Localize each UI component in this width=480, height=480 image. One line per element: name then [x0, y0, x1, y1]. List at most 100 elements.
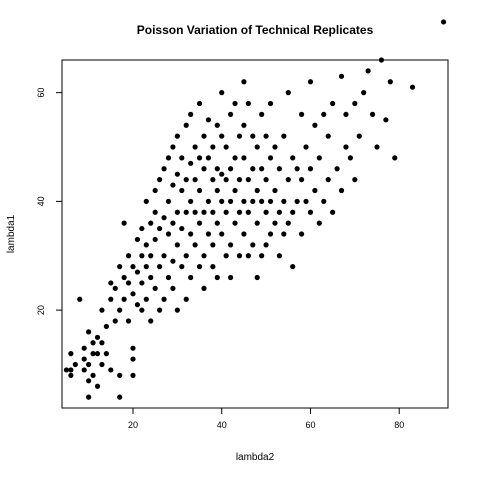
data-point [143, 264, 149, 270]
data-point [298, 231, 305, 237]
data-point [232, 187, 238, 194]
data-point [90, 372, 96, 378]
data-point [263, 209, 269, 215]
data-point [148, 220, 154, 226]
data-point [321, 198, 327, 204]
data-point [94, 334, 101, 340]
data-point [298, 111, 305, 117]
data-point [312, 187, 318, 194]
data-point [223, 177, 229, 183]
data-point [108, 367, 114, 373]
x-axis: 20 40 60 80 [128, 408, 404, 430]
data-point [170, 258, 176, 264]
data-point [263, 133, 269, 139]
data-point [196, 100, 203, 107]
data-point [201, 209, 207, 215]
data-point [117, 394, 123, 400]
data-point [63, 367, 70, 373]
data-point [250, 166, 256, 172]
data-point [312, 122, 318, 128]
data-point [170, 285, 176, 291]
data-point [143, 296, 149, 302]
data-point [241, 79, 247, 85]
data-point [161, 296, 167, 302]
data-point [205, 231, 212, 237]
data-points [63, 19, 447, 400]
chart-title: Poisson Variation of Technical Replicate… [137, 23, 374, 37]
data-point [245, 253, 251, 259]
x-axis-label: lambda2 [236, 452, 275, 463]
data-point [152, 285, 158, 291]
data-point [227, 166, 234, 172]
data-point [232, 100, 238, 107]
data-point [281, 198, 287, 204]
data-point [99, 340, 105, 346]
data-point [365, 68, 371, 74]
data-point [250, 242, 256, 248]
x-tick-label: 60 [305, 420, 315, 430]
data-point [267, 198, 274, 204]
data-point [285, 90, 291, 96]
data-point [210, 209, 216, 215]
data-point [125, 253, 132, 259]
data-point [121, 296, 127, 302]
data-point [174, 242, 180, 248]
data-point [214, 220, 220, 226]
data-point [112, 285, 118, 291]
data-point [196, 155, 203, 161]
data-point [179, 225, 185, 232]
data-point [139, 307, 145, 313]
data-point [81, 345, 87, 351]
data-point [374, 144, 380, 150]
data-point [179, 155, 185, 161]
data-point [139, 225, 145, 232]
data-point [241, 231, 247, 237]
data-point [236, 133, 243, 139]
data-point [179, 187, 185, 194]
data-point [201, 253, 207, 259]
data-point [90, 340, 96, 346]
data-point [290, 155, 296, 161]
x-tick-label: 40 [217, 420, 227, 430]
data-point [188, 198, 194, 204]
data-point [227, 198, 234, 204]
data-point [290, 264, 296, 270]
data-point [276, 166, 283, 172]
data-point [316, 155, 322, 161]
data-point [157, 177, 163, 183]
data-point [125, 318, 132, 324]
data-point [125, 280, 132, 286]
data-point [254, 187, 260, 194]
data-point [236, 209, 243, 215]
data-point [139, 280, 145, 286]
y-tick-label: 60 [36, 88, 46, 98]
data-point [232, 220, 238, 226]
data-point [134, 236, 141, 243]
data-point [152, 187, 158, 194]
data-point [161, 215, 167, 221]
data-point [134, 269, 141, 275]
data-point [259, 198, 265, 204]
data-point [77, 296, 83, 302]
data-point [219, 198, 225, 204]
data-point [254, 144, 260, 150]
data-point [245, 209, 251, 215]
data-point [307, 166, 314, 172]
data-point [130, 372, 136, 378]
data-point [259, 253, 265, 259]
y-tick-label: 20 [36, 305, 46, 315]
data-point [165, 231, 172, 237]
data-point [334, 166, 340, 172]
data-point [241, 155, 247, 161]
data-point [272, 144, 278, 150]
data-point [330, 100, 336, 107]
data-point [99, 307, 105, 313]
data-point [94, 383, 101, 389]
data-point [254, 274, 260, 281]
data-point [192, 177, 198, 183]
data-point [356, 133, 362, 139]
data-point [148, 318, 154, 324]
data-point [108, 280, 114, 286]
data-point [183, 253, 189, 259]
data-point [205, 155, 212, 161]
